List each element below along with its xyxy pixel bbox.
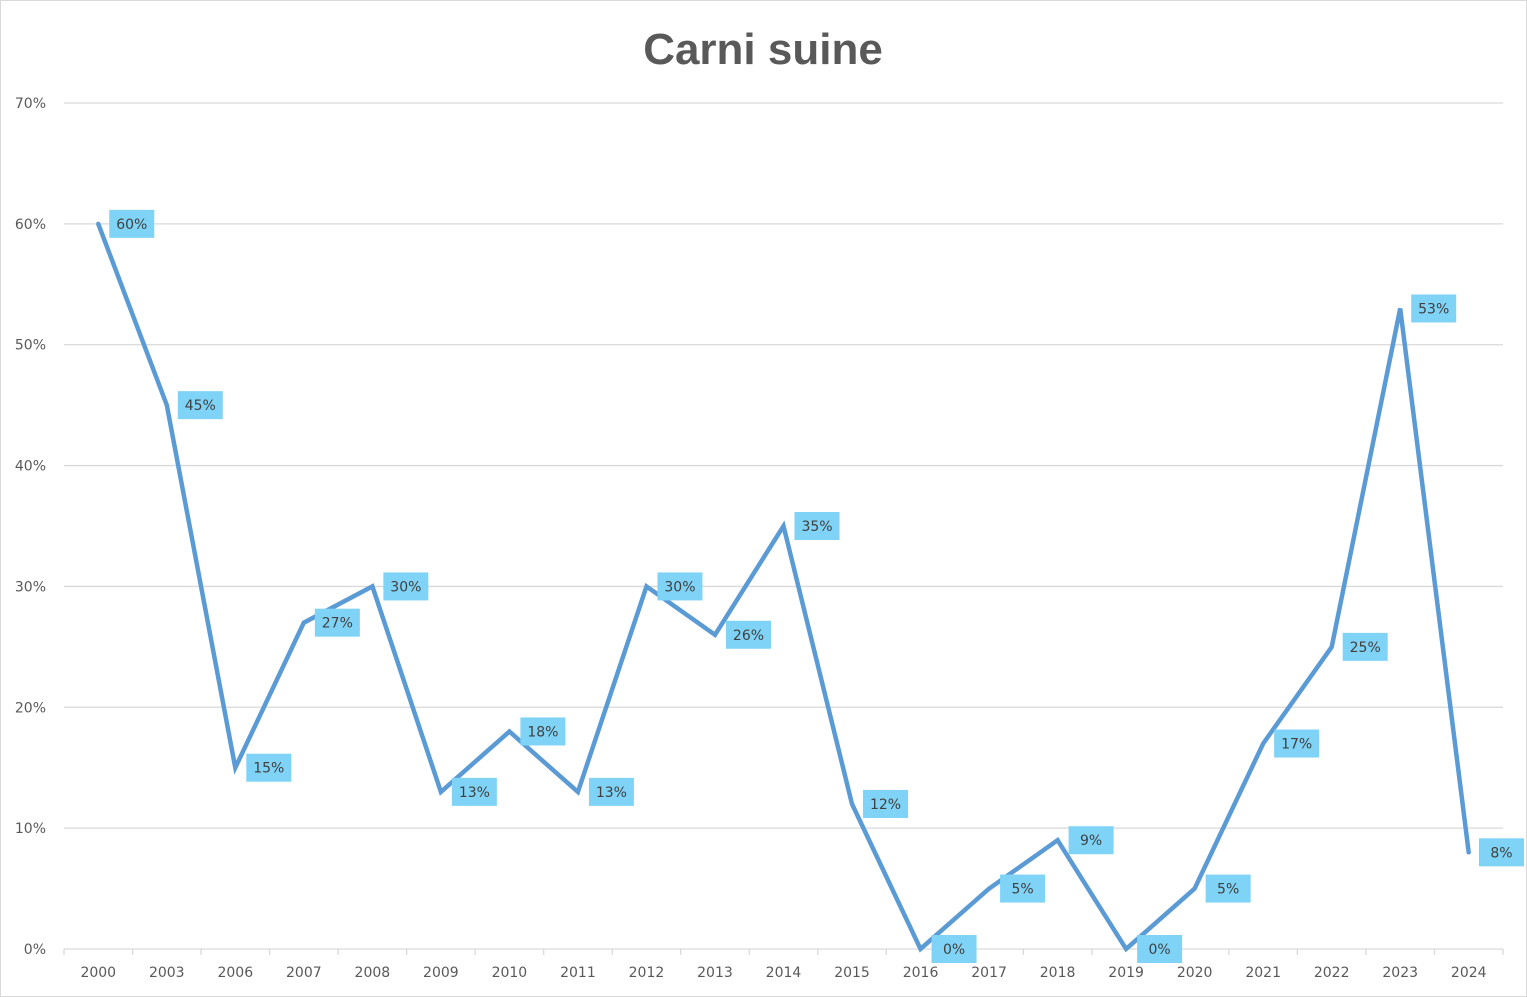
data-label: 15% [253,761,284,777]
data-label-box [109,209,155,238]
data-label-box [1205,874,1251,903]
x-tick-label: 2018 [1040,965,1076,981]
x-tick-label: 2008 [355,965,391,981]
x-tick-label: 2003 [149,965,185,981]
x-tick-label: 2007 [286,965,322,981]
data-label-box [863,789,909,818]
data-label: 35% [801,519,832,535]
x-tick-label: 2000 [80,965,116,981]
chart-title: Carni suine [643,25,883,74]
data-label-box [1479,838,1524,867]
data-label: 5% [1217,882,1239,898]
data-label-box [657,572,703,601]
x-tick-label: 2021 [1245,965,1281,981]
x-tick-label: 2006 [217,965,253,981]
data-label: 27% [322,616,353,632]
x-tick-label: 2019 [1108,965,1144,981]
x-tick-label: 2017 [971,965,1007,981]
data-label-box [1137,935,1183,963]
x-axis: 2000 2003 2006 2007 2008 2009 2010 2011 2012 2013… [63,949,1504,981]
data-label: 18% [527,724,558,740]
data-label: 12% [870,797,901,813]
data-label-box [1342,632,1388,661]
y-tick-label: 60% [15,217,46,233]
x-tick-label: 2013 [697,965,733,981]
x-tick-label: 2020 [1177,965,1213,981]
x-tick-label: 2012 [629,965,665,981]
data-labels: 60% 45% 15% 27% 30% 13% 18% 13% 30% 26% 35% 12% 0% 5%… [109,209,1524,963]
y-tick-label: 10% [15,821,46,837]
data-label-box [383,572,429,601]
data-label: 60% [116,217,147,233]
x-tick-label: 2010 [492,965,528,981]
data-label: 26% [733,628,764,644]
data-label-box [794,512,840,540]
data-label-box [451,777,497,806]
x-tick-label: 2011 [560,965,596,981]
data-label: 5% [1011,882,1033,898]
data-label-box [1000,874,1046,903]
data-label: 0% [943,942,965,958]
y-axis: 0% 10% 20% 30% 40% 50% 60% 70% [15,96,46,958]
y-tick-label: 70% [15,96,46,112]
data-label: 9% [1080,833,1102,849]
data-label: 0% [1149,942,1171,958]
x-tick-label: 2023 [1382,965,1418,981]
y-tick-label: 20% [15,700,46,716]
x-tick-label: 2016 [903,965,939,981]
data-label: 13% [459,785,490,801]
y-tick-label: 50% [15,338,46,354]
data-label-box [1068,826,1114,855]
x-tick-label: 2022 [1314,965,1350,981]
data-label: 45% [185,398,216,414]
data-label-box [725,620,771,649]
x-tick-label: 2014 [766,965,802,981]
data-label-box [588,777,634,806]
y-tick-label: 0% [24,942,46,958]
data-label: 25% [1350,640,1381,656]
data-label: 30% [664,579,695,595]
data-label: 17% [1281,737,1312,753]
data-label-box [1411,294,1457,323]
data-label: 13% [596,785,627,801]
gridlines [64,102,1503,950]
y-tick-label: 30% [15,579,46,595]
data-label: 53% [1418,301,1449,317]
data-label-box [520,717,566,746]
y-tick-label: 40% [15,459,46,475]
x-tick-label: 2015 [834,965,870,981]
data-label-box [314,608,360,637]
data-label: 30% [390,579,421,595]
data-label-box [246,753,292,782]
x-tick-label: 2024 [1451,965,1487,981]
data-label-box [931,935,977,963]
data-label: 8% [1490,845,1512,861]
data-label-box [177,391,223,420]
x-tick-label: 2009 [423,965,459,981]
data-label-box [1274,729,1320,758]
